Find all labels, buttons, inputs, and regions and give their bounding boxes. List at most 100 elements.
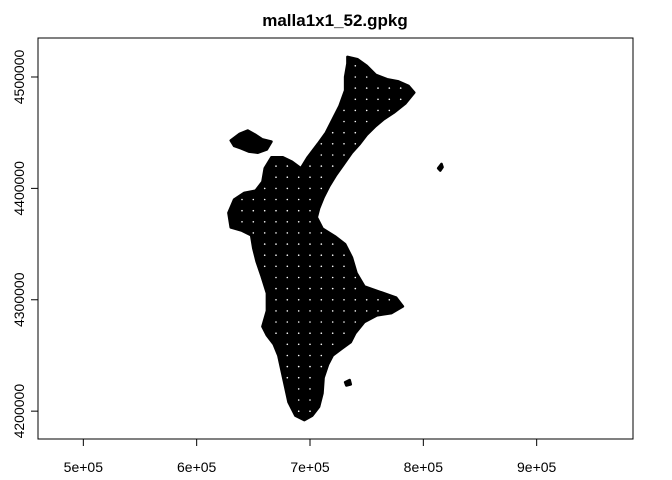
grid-point — [309, 221, 311, 223]
grid-point — [263, 198, 266, 201]
grid-point — [309, 343, 311, 346]
grid-point — [320, 187, 323, 190]
grid-point — [275, 299, 277, 301]
grid-point — [388, 87, 391, 89]
grid-point — [343, 109, 345, 112]
grid-point — [275, 221, 277, 223]
grid-point — [320, 232, 323, 234]
chart-title: malla1x1_52.gpkg — [262, 11, 408, 30]
grid-point — [252, 221, 255, 223]
grid-point — [297, 321, 300, 323]
grid-point — [365, 98, 368, 101]
grid-point — [297, 410, 300, 413]
grid-point — [309, 410, 311, 413]
grid-point — [343, 310, 345, 312]
grid-point — [320, 287, 323, 290]
grid-point — [331, 243, 334, 245]
grid-point — [320, 276, 323, 279]
grid-point — [297, 399, 300, 401]
grid-point — [309, 276, 311, 279]
grid-point — [252, 232, 255, 234]
y-tick-label: 4400000 — [11, 161, 27, 216]
grid-point — [343, 265, 345, 268]
grid-point — [377, 109, 379, 112]
grid-point — [320, 154, 323, 156]
grid-point — [297, 265, 300, 268]
region-shapes — [227, 55, 444, 422]
grid-point — [331, 254, 334, 256]
grid-point — [286, 243, 289, 245]
grid-point — [320, 176, 323, 178]
grid-point — [309, 265, 311, 268]
grid-point — [377, 87, 379, 89]
grid-point — [309, 165, 311, 167]
grid-point — [309, 321, 311, 323]
grid-point — [309, 287, 311, 290]
grid-point — [399, 87, 402, 89]
grid-point — [365, 310, 368, 312]
grid-point — [354, 131, 357, 134]
grid-point — [309, 332, 311, 335]
grid-point — [320, 254, 323, 256]
grid-point — [297, 254, 300, 256]
grid-point — [241, 221, 243, 223]
grid-point — [275, 254, 277, 256]
grid-point — [241, 209, 243, 212]
grid-point — [320, 343, 323, 346]
grid-point — [286, 165, 289, 167]
grid-point — [320, 165, 323, 167]
grid-point — [365, 109, 368, 112]
grid-point — [286, 299, 289, 301]
grid-point — [275, 287, 277, 290]
grid-point — [297, 310, 300, 312]
grid-point — [354, 276, 357, 279]
grid-point — [275, 321, 277, 323]
grid-point — [309, 198, 311, 201]
grid-point — [275, 243, 277, 245]
y-tick-label: 4300000 — [11, 272, 27, 327]
grid-point — [343, 321, 345, 323]
grid-point — [343, 154, 345, 156]
grid-point — [309, 243, 311, 245]
grid-points — [241, 65, 402, 413]
grid-point — [286, 265, 289, 268]
grid-point — [286, 354, 289, 357]
grid-point — [297, 299, 300, 301]
grid-point — [343, 120, 345, 123]
grid-point — [377, 310, 379, 312]
grid-point — [297, 198, 300, 201]
grid-point — [263, 187, 266, 190]
grid-point — [365, 120, 368, 123]
grid-point — [354, 98, 357, 101]
grid-point — [286, 343, 289, 346]
grid-point — [309, 187, 311, 190]
x-tick-label: 8e+05 — [404, 459, 444, 475]
grid-point — [297, 365, 300, 368]
grid-point — [354, 109, 357, 112]
grid-point — [354, 65, 357, 67]
grid-point — [286, 321, 289, 323]
grid-point — [343, 143, 345, 145]
grid-point — [286, 198, 289, 201]
grid-point — [354, 287, 357, 290]
grid-point — [309, 376, 311, 379]
grid-point — [365, 299, 368, 301]
grid-point — [297, 187, 300, 190]
grid-point — [263, 232, 266, 234]
grid-point — [365, 76, 368, 78]
grid-point — [286, 254, 289, 256]
grid-point — [343, 299, 345, 301]
grid-point — [331, 310, 334, 312]
grid-point — [286, 276, 289, 279]
grid-point — [263, 254, 266, 256]
grid-point — [354, 76, 357, 78]
grid-point — [331, 165, 334, 167]
grid-point — [309, 388, 311, 390]
grid-point — [275, 176, 277, 178]
grid-point — [297, 388, 300, 390]
grid-point — [275, 165, 277, 167]
grid-point — [309, 209, 311, 212]
grid-point — [343, 254, 345, 256]
grid-point — [252, 209, 255, 212]
region-shape-rincon-de-ademuz — [229, 129, 273, 154]
